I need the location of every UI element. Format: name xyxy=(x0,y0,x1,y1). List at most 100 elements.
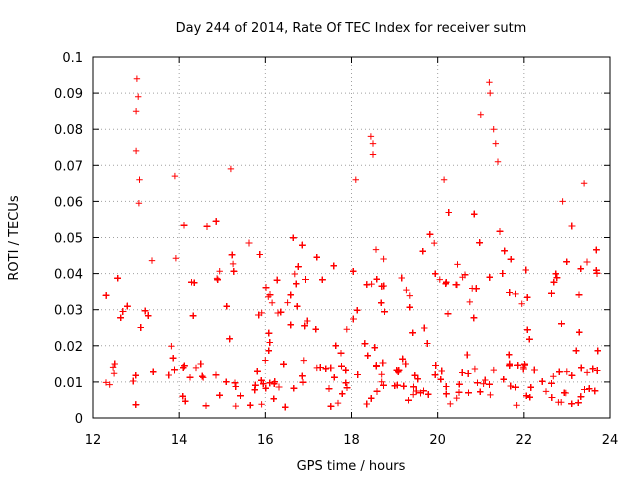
y-tick-label: 0.03 xyxy=(54,304,83,319)
data-point xyxy=(477,388,484,395)
data-point xyxy=(179,393,186,400)
data-point xyxy=(445,209,452,216)
y-tick-labels: 0 0.01 0.02 0.03 0.04 0.05 0.06 0.07 0.08 0.09 0.1 xyxy=(54,51,83,427)
data-point xyxy=(496,228,504,235)
data-point xyxy=(132,147,140,155)
data-point xyxy=(369,151,377,158)
data-point xyxy=(447,400,454,408)
data-point xyxy=(474,379,481,386)
data-point xyxy=(405,397,412,404)
data-point xyxy=(229,260,237,268)
data-point xyxy=(334,399,342,407)
data-point xyxy=(470,314,478,322)
data-point xyxy=(583,258,591,266)
data-point xyxy=(471,210,478,218)
data-point xyxy=(443,390,450,398)
data-point xyxy=(399,355,406,363)
data-point xyxy=(245,239,253,247)
y-tick-label: 0.05 xyxy=(54,232,83,247)
data-point xyxy=(527,384,534,391)
data-point xyxy=(380,282,387,290)
data-point xyxy=(380,255,387,263)
x-tick-label: 18 xyxy=(343,433,360,448)
data-point xyxy=(363,400,370,408)
data-point xyxy=(290,385,298,392)
data-point xyxy=(373,276,380,283)
data-point xyxy=(381,308,388,315)
data-point xyxy=(251,386,258,394)
data-point xyxy=(280,361,287,368)
data-point xyxy=(275,383,283,391)
data-point xyxy=(182,397,189,405)
data-point xyxy=(558,320,565,327)
data-point xyxy=(102,292,110,299)
data-point xyxy=(437,376,444,383)
data-point xyxy=(577,393,585,400)
data-point xyxy=(168,343,175,350)
data-point xyxy=(487,89,494,97)
data-point xyxy=(425,391,432,398)
data-point xyxy=(136,176,143,183)
data-point xyxy=(461,271,469,279)
data-point xyxy=(290,234,297,241)
data-point xyxy=(419,248,426,255)
data-point xyxy=(223,303,230,310)
data-point xyxy=(330,262,337,270)
data-point xyxy=(106,381,113,388)
data-point xyxy=(568,400,575,407)
data-point xyxy=(438,367,445,375)
data-point xyxy=(258,401,265,408)
data-point xyxy=(199,372,206,380)
data-point xyxy=(482,376,489,384)
data-point xyxy=(266,339,273,346)
data-point xyxy=(130,377,137,385)
data-point xyxy=(145,312,152,319)
data-point xyxy=(552,270,559,278)
data-point xyxy=(325,385,333,392)
data-point xyxy=(432,362,439,369)
data-point xyxy=(406,304,413,311)
data-point xyxy=(506,351,513,359)
x-tick-label: 20 xyxy=(429,433,446,448)
data-point xyxy=(583,369,591,376)
data-point xyxy=(466,298,473,306)
data-point xyxy=(212,371,220,379)
data-point xyxy=(500,376,507,383)
data-point xyxy=(426,231,434,238)
data-point xyxy=(593,267,600,274)
data-point xyxy=(150,368,157,375)
data-point xyxy=(287,291,294,299)
data-point xyxy=(559,198,566,205)
data-point xyxy=(313,254,320,261)
y-tick-label: 0.07 xyxy=(54,159,83,174)
data-point xyxy=(293,280,300,288)
data-point xyxy=(342,379,350,386)
data-point xyxy=(352,176,359,183)
data-point xyxy=(295,263,302,270)
data-point xyxy=(304,317,311,325)
data-point xyxy=(117,314,124,321)
data-point xyxy=(406,292,413,299)
data-point xyxy=(327,403,335,410)
data-point xyxy=(361,340,369,347)
data-point xyxy=(181,362,188,370)
data-point xyxy=(395,367,403,374)
x-tick-labels: 12 14 16 18 20 22 24 xyxy=(85,433,619,448)
data-point xyxy=(216,392,223,399)
data-point xyxy=(200,374,207,381)
data-point xyxy=(227,165,235,173)
data-point xyxy=(228,251,236,259)
data-point xyxy=(180,222,188,229)
data-point xyxy=(373,388,381,395)
chart-title: Day 244 of 2014, Rate Of TEC Index for r… xyxy=(176,21,527,36)
y-axis-label: ROTI / TECUs xyxy=(7,195,22,280)
data-point xyxy=(580,180,588,187)
data-point xyxy=(589,365,596,373)
data-point xyxy=(111,360,118,368)
data-point xyxy=(501,247,508,255)
data-point xyxy=(563,258,570,265)
data-point xyxy=(526,394,533,401)
data-point xyxy=(284,299,291,306)
data-point xyxy=(568,372,576,379)
